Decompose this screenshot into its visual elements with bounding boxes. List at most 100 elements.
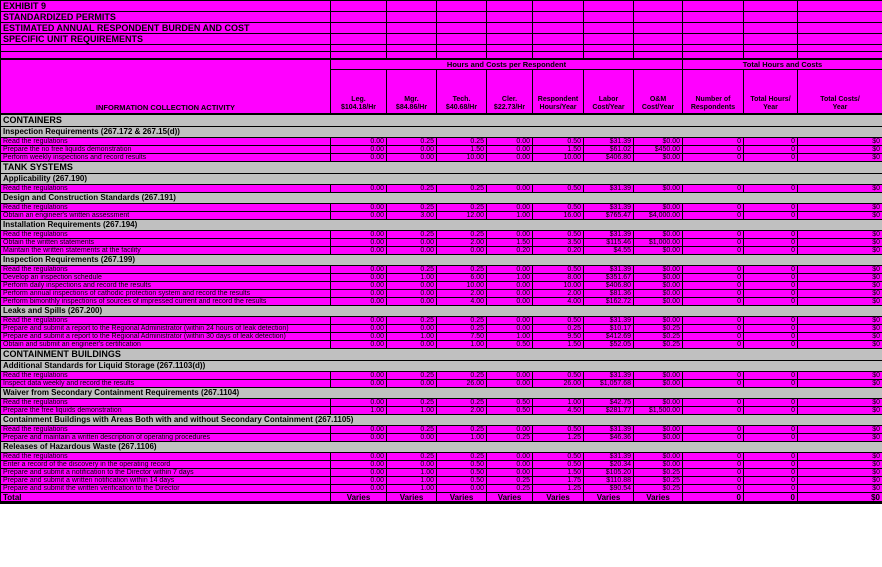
table-row: Read the regulations 0.00 0.25 0.25 0.00 0.50… <box>0 425 882 434</box>
cell-num-respondents: 0 <box>682 425 744 434</box>
cell-total-costs: $0 <box>797 460 882 469</box>
empty-cell <box>682 33 744 45</box>
cell-om-cost: $0.00 <box>633 433 683 442</box>
cell-om-cost: $0.00 <box>633 371 683 380</box>
cell-cler: 0.50 <box>486 406 533 415</box>
cell-resp-hours: 0.50 <box>532 371 584 380</box>
cell-total-costs: $0 <box>797 281 882 290</box>
empty-cell <box>486 0 533 12</box>
cell-om-cost: $0.00 <box>633 184 683 193</box>
cell-total-hours: 0 <box>743 425 798 434</box>
cell-resp-hours: 1.00 <box>532 398 584 407</box>
cell-tech: 0.50 <box>436 468 487 477</box>
cell-resp-hours: 4.00 <box>532 297 584 306</box>
table-row: Read the regulations 0.00 0.25 0.25 0.00 0.50… <box>0 316 882 325</box>
cell-tech: 1.00 <box>436 433 487 442</box>
table-row: Perform annual inspections of cathodic p… <box>0 289 882 298</box>
empty-cell <box>330 33 387 45</box>
cell-cler: 0.00 <box>486 289 533 298</box>
cell-resp-hours: 0.20 <box>532 246 584 255</box>
empty-cell <box>583 44 634 52</box>
column-header-labor-cost: Labor Cost/Year <box>583 68 634 115</box>
activity-column-header: INFORMATION COLLECTION ACTIVITY <box>0 57 331 115</box>
header-line-1: Labor <box>598 96 619 103</box>
empty-cell <box>436 33 487 45</box>
cell-total-hours: 0 <box>743 211 798 220</box>
empty-cell <box>436 44 487 52</box>
cell-labor-cost: $406.80 <box>583 281 634 290</box>
cell-total-hours: 0 <box>743 433 798 442</box>
table-row: Enter a record of the discovery in the o… <box>0 460 882 469</box>
cell-resp-hours: 1.25 <box>532 433 584 442</box>
cell-om-cost: $0.00 <box>633 273 683 282</box>
empty-cell <box>583 22 634 34</box>
cell-total-hours: 0 <box>743 289 798 298</box>
cell-num-respondents: 0 <box>682 371 744 380</box>
activity-label: Perform daily inspections and record the… <box>0 281 331 290</box>
cell-mgr: 0.25 <box>386 452 437 461</box>
activity-label: Read the regulations <box>0 371 331 380</box>
empty-cell <box>532 33 584 45</box>
cell-om-cost: $0.00 <box>633 398 683 407</box>
cell-labor-cost: $31.39 <box>583 452 634 461</box>
empty-cell <box>583 0 634 12</box>
cell-cler: 0.00 <box>486 184 533 193</box>
cell-total-hours: 0 <box>743 379 798 388</box>
empty-cell <box>532 11 584 23</box>
empty-cell <box>386 22 437 34</box>
table-row: Prepare the no free liquids demonstratio… <box>0 145 882 154</box>
cell-leg: 0.00 <box>330 203 387 212</box>
cell-total-hours: 0 <box>743 468 798 477</box>
cell-tech: 0.25 <box>436 230 487 239</box>
header-line-2: Respondents <box>690 104 736 111</box>
cell-total-costs: $0 <box>797 452 882 461</box>
cell-tech: 0.25 <box>436 265 487 274</box>
cell-om-cost: $0.25 <box>633 484 683 493</box>
cell-total-hours: 0 <box>743 203 798 212</box>
group-header-per-respondent: Hours and Costs per Respondent <box>330 57 683 70</box>
cell-total-costs: $0 <box>797 398 882 407</box>
cell-tech: 10.00 <box>436 281 487 290</box>
cell-tech: 0.25 <box>436 316 487 325</box>
cell-total-costs: $0 <box>797 316 882 325</box>
header-line-1: Respondent <box>537 96 579 103</box>
cell-cler: 0.00 <box>486 145 533 154</box>
cell-tech: 10.00 <box>436 153 487 162</box>
cell-om-cost: $0.00 <box>633 203 683 212</box>
cell-leg: 1.00 <box>330 406 387 415</box>
empty-cell <box>532 22 584 34</box>
table-row: Read the regulations 0.00 0.25 0.25 0.50 1.00… <box>0 398 882 407</box>
cell-total-costs: $0 <box>797 324 882 333</box>
cell-mgr: 0.00 <box>386 297 437 306</box>
subsection-header: Applicability (267.190) <box>0 173 882 185</box>
title-row: ESTIMATED ANNUAL RESPONDENT BURDEN AND C… <box>0 22 882 34</box>
cell-num-respondents: 0 <box>682 297 744 306</box>
cell-tech: 2.00 <box>436 289 487 298</box>
cell-om-cost: $1,000.00 <box>633 238 683 247</box>
cell-resp-hours: Varies <box>532 492 584 504</box>
empty-cell <box>532 51 584 59</box>
empty-cell <box>797 22 882 34</box>
cell-leg: 0.00 <box>330 468 387 477</box>
cell-total-costs: $0 <box>797 153 882 162</box>
cell-cler: 0.50 <box>486 340 533 349</box>
table-row: Read the regulations 0.00 0.25 0.25 0.00 0.50… <box>0 371 882 380</box>
subsection-row: Design and Construction Standards (267.1… <box>0 192 882 204</box>
table-row: Prepare the free liquids demonstration 1.… <box>0 406 882 415</box>
subsection-row: Containment Buildings with Areas Both wi… <box>0 414 882 426</box>
cell-om-cost: $0.00 <box>633 137 683 146</box>
activity-label: Prepare and submit a report to the Regio… <box>0 324 331 333</box>
empty-cell <box>633 0 683 12</box>
cell-num-respondents: 0 <box>682 238 744 247</box>
cell-labor-cost: $105.20 <box>583 468 634 477</box>
section-header: CONTAINERS <box>0 114 882 127</box>
cell-tech: 0.25 <box>436 137 487 146</box>
cell-total-hours: 0 <box>743 246 798 255</box>
cell-tech: 0.25 <box>436 371 487 380</box>
cell-num-respondents: 0 <box>682 145 744 154</box>
cell-om-cost: $0.00 <box>633 281 683 290</box>
cell-total-costs: $0 <box>797 230 882 239</box>
table-row: Read the regulations 0.00 0.25 0.25 0.00 0.50… <box>0 203 882 212</box>
cell-mgr: 0.00 <box>386 238 437 247</box>
cell-mgr: 0.00 <box>386 145 437 154</box>
